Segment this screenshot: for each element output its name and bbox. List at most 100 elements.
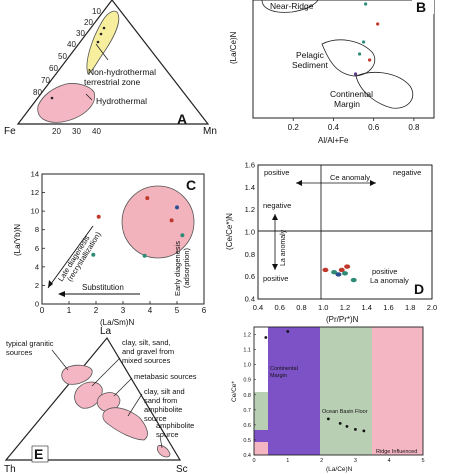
region-ocean-basin-floor [320, 327, 372, 455]
quadrant-label: positive [372, 267, 397, 276]
nonhydrothermal-label: Non-hydrothermal [88, 67, 156, 77]
tick-label: 0.5 [243, 438, 251, 444]
substitution-label: Substitution [82, 283, 124, 292]
panel-a-bottom-ticks: 20 30 40 [52, 127, 101, 136]
early-diagenesis-label: Early diagenesis [173, 241, 182, 296]
data-point [345, 424, 349, 428]
data-point [91, 252, 96, 257]
band-lower-pink [254, 442, 268, 455]
data-point [376, 22, 380, 26]
tick-label: 1.4 [245, 183, 255, 192]
source-label: clay, silt, sand, [122, 338, 171, 347]
amphibolite-zone [157, 445, 171, 458]
data-point [338, 421, 342, 425]
leader-line [91, 357, 121, 387]
quadrant-label: negative [263, 201, 291, 210]
data-point [344, 264, 351, 269]
quadrant-label: negative [393, 168, 421, 177]
y-axis-label: (La/Ce)N [229, 31, 238, 64]
tick-label: 8 [35, 225, 39, 234]
data-point [50, 96, 54, 100]
tick-label: 0.4 [253, 303, 263, 312]
data-point [96, 40, 100, 44]
tick-label: 0 [35, 300, 39, 309]
tick-label: 60 [49, 64, 58, 73]
points-f [264, 330, 366, 433]
data-point [145, 196, 150, 201]
region-near-ridge [261, 0, 319, 13]
tick-label: 0.4 [245, 295, 255, 304]
panel-letter-d: D [414, 281, 424, 297]
y-tick-labels: 0.4 0.6 0.8 1.0 1.2 1.4 1.6 [245, 161, 255, 304]
data-point [180, 233, 185, 238]
points-c [91, 196, 185, 258]
data-point [362, 429, 366, 433]
y-axis-label: (La/Yb)N [13, 224, 22, 256]
source-label: amphibolite [144, 405, 182, 414]
tick-label: 10 [92, 7, 101, 16]
x-axis-label: Al/Al+Fe [318, 136, 349, 145]
arrow-head [370, 180, 376, 186]
granitic-zone [61, 364, 93, 385]
tick-label: 50 [58, 52, 67, 61]
x-tick-labels: 0.2 0.4 0.6 0.8 [288, 118, 420, 132]
nonhydrothermal-label: terrestrial zone [84, 77, 140, 87]
amphibolite-clay-zone [102, 407, 148, 441]
tick-label: 1.6 [245, 161, 255, 170]
nonhydrothermal-zone [86, 10, 120, 75]
data-point [368, 58, 372, 62]
tick-label: 40 [92, 127, 101, 136]
tick-label: 1.4 [362, 303, 372, 312]
panel-a-left-ticks: 10 20 30 40 50 60 70 80 [33, 7, 101, 97]
source-label: and gravel from [122, 347, 174, 356]
quadrant-label: positive [263, 274, 288, 283]
data-point [169, 218, 174, 223]
tick-label: 4 [388, 458, 391, 464]
ternary-e-triangle [4, 336, 182, 461]
source-label: metabasic sources [134, 372, 197, 381]
tick-label: 0.4 [243, 453, 251, 459]
tick-label: 0.6 [243, 423, 251, 429]
hydrothermal-label: Hydrothermal [96, 96, 147, 106]
tick-label: 0.6 [245, 272, 255, 281]
data-point [142, 253, 147, 258]
annotation-arrow [85, 93, 93, 101]
points-d [322, 264, 357, 283]
tick-label: 12 [31, 188, 39, 197]
data-point [99, 32, 103, 36]
arrow-head [58, 291, 65, 297]
arrow-head [296, 180, 302, 186]
source-label: amphibolite [156, 421, 194, 430]
data-point [175, 205, 179, 210]
arrow-head [48, 280, 53, 288]
region-label: Margin [270, 373, 287, 379]
tick-label: 3 [354, 458, 357, 464]
tick-label: 2 [320, 458, 323, 464]
hydrothermal-zone [37, 83, 96, 123]
corner-sc: Sc [176, 464, 188, 474]
data-point [331, 270, 338, 275]
data-point [353, 72, 358, 76]
region-label: Continental [330, 89, 373, 99]
region-pelagic [321, 39, 376, 77]
region-label: Ridge Influenced [376, 449, 417, 455]
y-axis-label: Ce/Ce* [231, 381, 238, 402]
leader-line [113, 377, 133, 397]
tick-label: 70 [41, 76, 50, 85]
tick-label: 20 [52, 127, 61, 136]
panel-f: Continental Margin Ocean Basin Floor Rid… [231, 326, 425, 473]
region-label: Pelagic [296, 50, 325, 60]
source-label: source [156, 430, 179, 439]
band-lower-purple [254, 430, 268, 442]
region-ridge-influenced [372, 327, 423, 455]
data-point [357, 52, 362, 56]
region-continental [355, 72, 414, 109]
panel-letter-box [412, 0, 434, 14]
tick-label: 1.0 [245, 228, 255, 237]
tick-label: 1.8 [405, 303, 415, 312]
data-point [364, 2, 368, 6]
panel-e: typical granitic sources clay, silt, san… [4, 326, 197, 474]
tick-label: 0.7 [243, 408, 251, 414]
panel-a: 10 20 30 40 50 60 70 80 20 30 40 Non-hyd… [4, 0, 217, 137]
